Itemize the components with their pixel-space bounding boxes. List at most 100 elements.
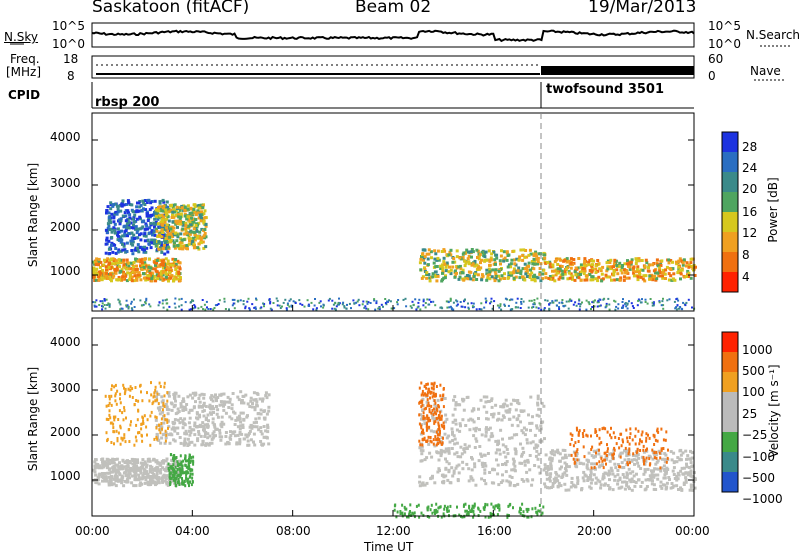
velocity-ground-scatter-cell <box>613 478 617 482</box>
velocity-ground-scatter-cell <box>676 456 680 460</box>
velocity-ground-scatter-cell <box>198 415 202 419</box>
power-echo-cell <box>538 271 542 275</box>
velocity-ground-scatter-cell <box>657 449 661 453</box>
power-clutter-cell <box>141 304 144 307</box>
power-echo-cell <box>155 212 158 216</box>
velocity-echo-cell <box>440 423 443 427</box>
power-clutter-cell <box>174 297 177 300</box>
velocity-ground-scatter-cell <box>153 480 157 484</box>
velocity-ground-scatter-cell <box>627 458 631 461</box>
power-echo-cell <box>457 265 461 269</box>
power-clutter-cell <box>145 299 148 302</box>
velocity-echo-cell <box>189 480 191 484</box>
power-clutter-cell <box>244 305 247 308</box>
power-echo-cell <box>169 232 173 236</box>
power-echo-cell <box>559 273 563 277</box>
velocity-echo-cell <box>116 439 119 443</box>
velocity-ground-scatter-cell <box>558 459 562 463</box>
velocity-ground-scatter-cell <box>224 431 228 434</box>
velocity-echo-cell <box>432 384 435 387</box>
velocity-ground-scatter-cell <box>494 439 498 443</box>
power-echo-cell <box>451 265 455 269</box>
power-echo-cell <box>156 277 160 281</box>
velocity-echo-cell <box>634 442 637 446</box>
power-echo-cell <box>125 267 129 271</box>
velocity-ground-scatter-cell <box>188 441 192 445</box>
power-clutter-cell <box>218 299 221 302</box>
power-echo-cell <box>594 271 598 274</box>
velocity-ground-scatter-cell <box>123 461 127 464</box>
velocity-ground-scatter-cell <box>237 398 241 402</box>
velocity-ground-scatter-cell <box>637 456 641 460</box>
velocity-echo-cell <box>425 428 428 432</box>
power-echo-cell <box>430 256 433 260</box>
velocity-ground-scatter-cell <box>216 408 220 412</box>
power-echo-cell <box>674 260 678 264</box>
power-echo-cell <box>636 270 640 274</box>
velocity-ground-scatter-cell <box>660 457 664 461</box>
velocity-ground-scatter-cell <box>233 430 237 434</box>
velocity-echo-cell <box>173 456 176 460</box>
velocity-echo-cell <box>184 470 187 474</box>
velocity-ground-scatter-cell <box>520 461 524 465</box>
velocity-ground-scatter-cell <box>440 450 444 454</box>
velocity-echo-cell <box>426 391 429 395</box>
power-clutter-cell <box>98 304 101 306</box>
power-echo-cell <box>142 201 146 205</box>
power-clutter-cell <box>290 304 293 307</box>
velocity-echo-cell <box>113 442 115 446</box>
velocity-echo-cell <box>569 442 572 446</box>
velocity-echo-cell <box>435 430 438 434</box>
velocity-ground-scatter-cell <box>220 435 224 439</box>
power-echo-cell <box>114 259 118 263</box>
power-echo-cell <box>116 250 120 254</box>
power-echo-cell <box>138 246 142 250</box>
velocity-ground-scatter-cell <box>592 455 596 459</box>
velocity-ground-scatter-cell <box>249 438 253 442</box>
velocity-ground-scatter-cell <box>176 418 180 422</box>
power-echo-cell <box>133 271 137 275</box>
power-echo-cell <box>98 265 102 269</box>
power-clutter-cell <box>117 298 120 301</box>
power-clutter-cell <box>390 307 393 310</box>
velocity-ground-scatter-cell <box>657 467 661 471</box>
velocity-echo-cell <box>590 434 592 438</box>
velocity-ground-scatter-cell <box>264 394 268 398</box>
power-echo-cell <box>133 213 137 217</box>
power-echo-cell <box>612 269 616 273</box>
power-clutter-cell <box>404 297 407 300</box>
velocity-echo-cell <box>110 441 113 444</box>
velocity-ground-scatter-cell <box>156 435 160 439</box>
velocity-ground-scatter-cell <box>465 462 469 466</box>
velocity-echo-cell <box>423 437 426 441</box>
velocity-ground-scatter-cell <box>550 457 554 461</box>
power-echo-cell <box>513 262 517 266</box>
velocity-ground-scatter-cell <box>563 453 567 457</box>
power-echo-cell <box>466 257 470 261</box>
velocity-echo-cell <box>469 509 472 513</box>
power-echo-cell <box>147 217 151 220</box>
velocity-echo-cell <box>614 435 617 439</box>
power-echo-cell <box>177 270 181 274</box>
power-echo-cell <box>432 261 436 265</box>
power-clutter-cell <box>361 303 364 306</box>
power-echo-cell <box>551 265 555 269</box>
power-clutter-cell <box>602 298 605 301</box>
velocity-echo-cell <box>656 429 659 433</box>
velocity-echo-cell <box>149 414 152 418</box>
velocity-echo-cell <box>420 405 423 409</box>
velocity-ground-scatter-cell <box>498 448 501 452</box>
power-echo-cell <box>531 252 535 256</box>
velocity-echo-cell <box>429 436 432 439</box>
power-echo-cell <box>658 274 662 278</box>
velocity-ground-scatter-cell <box>421 449 425 453</box>
velocity-echo-cell <box>421 389 424 393</box>
velocity-ground-scatter-cell <box>427 442 431 446</box>
velocity-ground-scatter-cell <box>169 432 173 436</box>
power-echo-cell <box>138 233 141 237</box>
power-clutter-cell <box>306 299 309 302</box>
power-clutter-cell <box>119 308 122 311</box>
power-clutter-cell <box>314 298 316 300</box>
velocity-ground-scatter-cell <box>523 433 527 437</box>
velocity-ground-scatter-cell <box>163 474 167 478</box>
